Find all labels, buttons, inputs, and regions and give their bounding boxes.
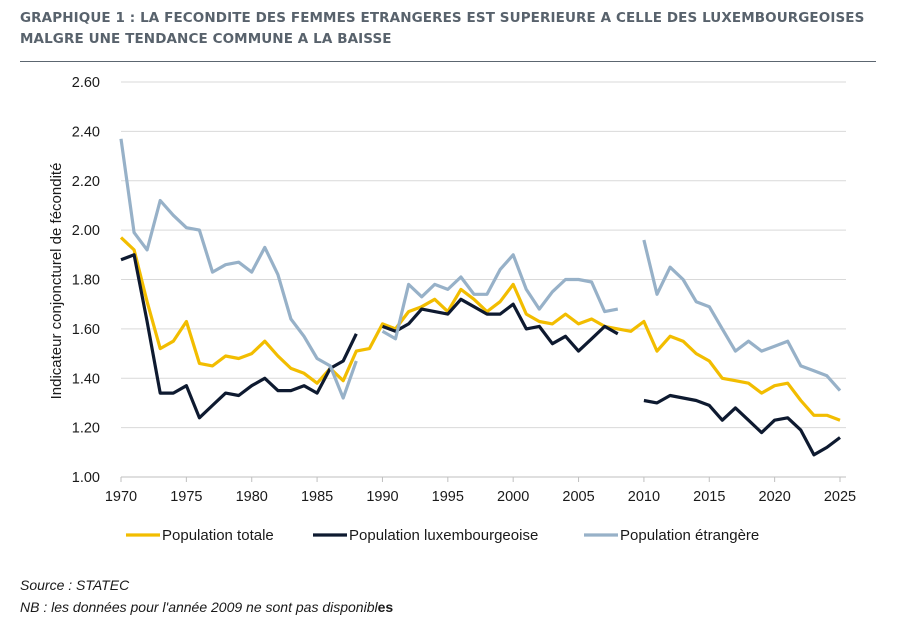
nb-note-bold-suffix: es (377, 599, 394, 615)
footer-notes: Source : STATEC NB : les données pour l'… (20, 574, 393, 618)
x-tick-label: 2015 (693, 489, 725, 505)
chart-title-line-1: GRAPHIQUE 1 : LA FECONDITE DES FEMMES ET… (20, 10, 865, 26)
y-tick-label: 1.00 (72, 470, 100, 486)
series-1 (119, 236, 841, 422)
series-line-segment (120, 253, 358, 420)
y-tick-label: 1.40 (72, 371, 100, 387)
x-tick-label: 2005 (562, 489, 594, 505)
y-tick-label: 2.40 (72, 124, 100, 140)
legend: Population totale Population luxembourgeo… (126, 527, 759, 544)
chart-title-line-2: MALGRE UNE TENDANCE COMMUNE A LA BAISSE (20, 31, 392, 47)
series-line-segment (119, 138, 358, 400)
series-3 (119, 138, 842, 400)
x-tick-label: 1970 (105, 489, 137, 505)
chart-title: GRAPHIQUE 1 : LA FECONDITE DES FEMMES ET… (20, 8, 900, 50)
x-tick-label: 2020 (759, 489, 791, 505)
y-tick-label: 2.00 (72, 223, 100, 239)
fertility-line-chart: 1.00 1.20 1.40 1.60 1.80 2.00 2.20 2.40 2.60 1970… (48, 75, 856, 544)
y-tick-label: 2.60 (72, 75, 100, 91)
x-tick-label: 2000 (497, 489, 529, 505)
x-tick-label: 2025 (824, 489, 856, 505)
x-tick-label: 2010 (628, 489, 660, 505)
y-tick-label: 2.20 (72, 174, 100, 190)
series-line-segment (381, 297, 619, 353)
x-tick-label: 1995 (432, 489, 464, 505)
legend-item-3: Population étrangère (584, 527, 759, 544)
series-line-segment (119, 236, 841, 422)
nb-note-text: NB : les données pour l'année 2009 ne so… (20, 599, 378, 615)
series-lines (119, 138, 842, 457)
legend-label: Population totale (162, 527, 274, 544)
series-2 (120, 253, 841, 457)
x-tick-label: 1975 (170, 489, 202, 505)
legend-item-2: Population luxembourgeoise (313, 527, 538, 544)
legend-label: Population étrangère (620, 527, 759, 544)
x-tick-label: 1980 (236, 489, 268, 505)
y-axis-label: Indicateur conjoncturel de fécondité (48, 163, 65, 400)
nb-note: NB : les données pour l'année 2009 ne so… (20, 596, 393, 618)
legend-item-1: Population totale (126, 527, 274, 544)
series-line-segment (643, 393, 841, 457)
y-tick-label: 1.60 (72, 322, 100, 338)
y-tick-label: 1.80 (72, 273, 100, 289)
series-line-segment (642, 239, 842, 392)
title-divider (20, 61, 876, 62)
legend-label: Population luxembourgeoise (349, 527, 538, 544)
gridlines (121, 81, 846, 429)
x-tick-label: 1990 (366, 489, 398, 505)
source-note: Source : STATEC (20, 577, 130, 593)
x-tick-label: 1985 (301, 489, 333, 505)
axes: 1.00 1.20 1.40 1.60 1.80 2.00 2.20 2.40 2.60 1970… (72, 75, 856, 505)
y-tick-label: 1.20 (72, 421, 100, 437)
series-line-segment (381, 253, 619, 341)
